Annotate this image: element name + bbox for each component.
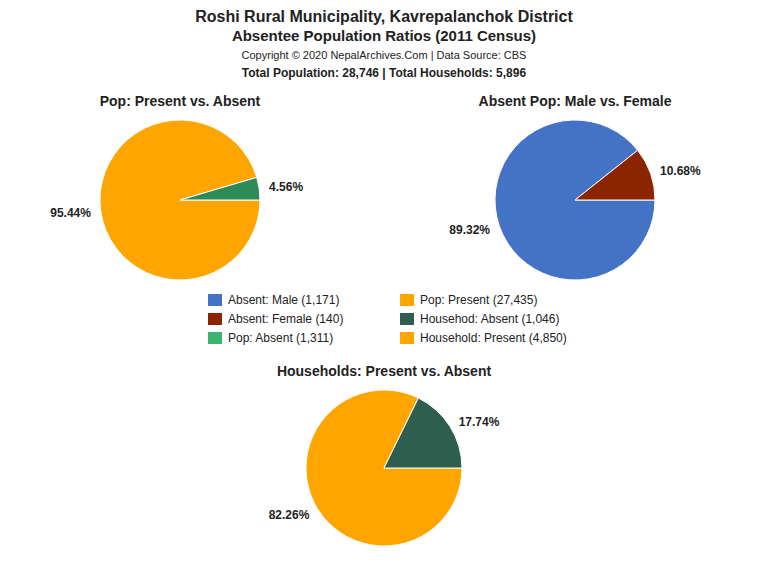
data-label: 95.44%: [50, 206, 91, 220]
pie-slice: [575, 150, 655, 200]
legend-swatch: [400, 313, 414, 325]
pie-slice: [306, 390, 462, 546]
legend-item: Absent: Male (1,171): [208, 293, 339, 307]
pie: Absent Pop: Male vs. Female 89.32% 10.68%: [449, 93, 701, 280]
legend-swatch: [400, 332, 414, 344]
annotation: Total Population: 28,746 | Total Househo…: [242, 66, 527, 80]
legend-item: Pop: Absent (1,311): [208, 331, 333, 345]
data-label: 17.74%: [459, 415, 500, 429]
pie-title: Households: Present vs. Absent: [277, 363, 492, 379]
legend-label: Househod: Absent (1,046): [420, 312, 559, 326]
legend-label: Pop: Present (27,435): [420, 293, 537, 307]
pie-slice: [180, 177, 260, 200]
legend: Absent: Male (1,171) Absent: Female (140)…: [208, 293, 567, 345]
legend-label: Absent: Female (140): [228, 312, 343, 326]
legend-label: Absent: Male (1,171): [228, 293, 339, 307]
chart: Roshi Rural Municipality, Kavrepalanchok…: [0, 0, 768, 576]
legend-swatch: [208, 332, 222, 344]
legend-label: Pop: Absent (1,311): [228, 331, 333, 345]
legend-item: Household: Present (4,850): [400, 331, 567, 345]
legend-swatch: [208, 313, 222, 325]
legend-swatch: [400, 294, 414, 306]
pie: Pop: Present vs. Absent 95.44% 4.56%: [50, 93, 303, 280]
pie-slice: [384, 398, 462, 468]
pie-title: Absent Pop: Male vs. Female: [479, 93, 672, 109]
data-label: 4.56%: [269, 180, 303, 194]
pie-slice: [100, 120, 260, 280]
pie-slice: [495, 120, 655, 280]
title: Roshi Rural Municipality, Kavrepalanchok…: [195, 8, 573, 25]
data-label: 10.68%: [660, 164, 701, 178]
title: Absentee Population Ratios (2011 Census): [232, 27, 536, 44]
legend-label: Household: Present (4,850): [420, 331, 567, 345]
legend-swatch: [208, 294, 222, 306]
legend-item: Absent: Female (140): [208, 312, 343, 326]
pie: Households: Present vs. Absent 82.26% 17.7…: [269, 363, 500, 546]
legend-item: Pop: Present (27,435): [400, 293, 537, 307]
data-label: 82.26%: [269, 508, 310, 522]
annotation: Copyright © 2020 NepalArchives.Com | Dat…: [242, 49, 527, 61]
pie-title: Pop: Present vs. Absent: [100, 93, 261, 109]
data-label: 89.32%: [449, 223, 490, 237]
legend-item: Househod: Absent (1,046): [400, 312, 559, 326]
